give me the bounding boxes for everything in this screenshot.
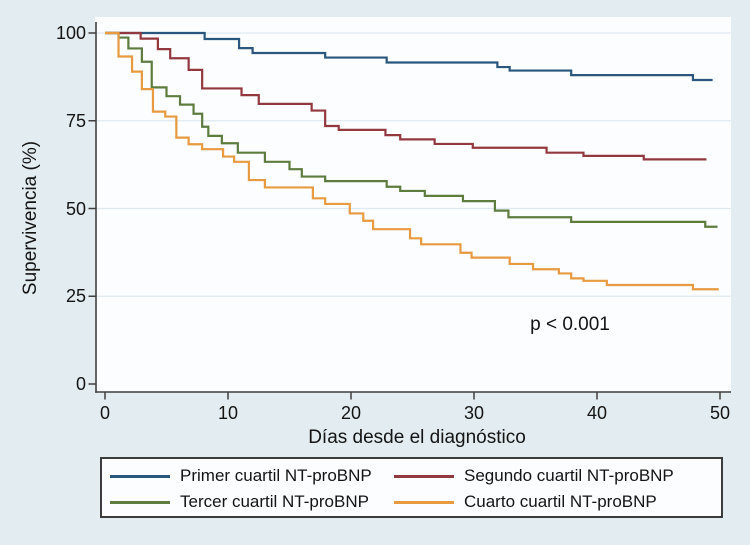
- x-tick-label-20: 20: [340, 403, 362, 423]
- x-tick-label-0: 0: [99, 403, 110, 423]
- y-tick-label-100: 100: [55, 23, 86, 43]
- series-line-2: [105, 31, 718, 228]
- legend-label: Cuarto cuartil NT-proBNP: [464, 492, 657, 511]
- y-tick-label-75: 75: [65, 110, 86, 131]
- legend-line-sample-green: [110, 500, 170, 504]
- legend-line-sample-navy: [110, 474, 170, 478]
- plot-area: [95, 17, 731, 392]
- legend-item-primer-cuartil: Primer cuartil NT-proBNP: [110, 463, 394, 489]
- legend-item-cuarto-cuartil: Cuarto cuartil NT-proBNP: [394, 489, 721, 515]
- legend-label: Primer cuartil NT-proBNP: [180, 466, 372, 485]
- legend-item-tercer-cuartil: Tercer cuartil NT-proBNP: [110, 489, 394, 515]
- legend-label: Segundo cuartil NT-proBNP: [464, 466, 674, 485]
- series-line-3: [105, 31, 719, 291]
- legend-label: Tercer cuartil NT-proBNP: [180, 492, 369, 511]
- y-tick-label-0: 0: [75, 374, 86, 394]
- legend-box: Primer cuartil NT-proBNP Segundo cuartil…: [100, 457, 723, 518]
- y-tick-label-25: 25: [65, 286, 86, 307]
- legend-item-segundo-cuartil: Segundo cuartil NT-proBNP: [394, 463, 721, 489]
- legend-line-sample-maroon: [394, 474, 454, 478]
- legend-line-sample-orange: [394, 500, 454, 504]
- series-line-1: [105, 31, 707, 161]
- x-tick-label-10: 10: [217, 403, 239, 423]
- y-tick-label-50: 50: [65, 198, 86, 219]
- x-tick-label-50: 50: [709, 403, 731, 423]
- x-axis-title: Días desde el diagnóstico: [308, 427, 526, 448]
- p-value-annotation: p < 0.001: [530, 314, 610, 335]
- x-tick-label-30: 30: [463, 403, 485, 423]
- series-line-0: [105, 31, 713, 82]
- x-tick-label-40: 40: [586, 403, 608, 423]
